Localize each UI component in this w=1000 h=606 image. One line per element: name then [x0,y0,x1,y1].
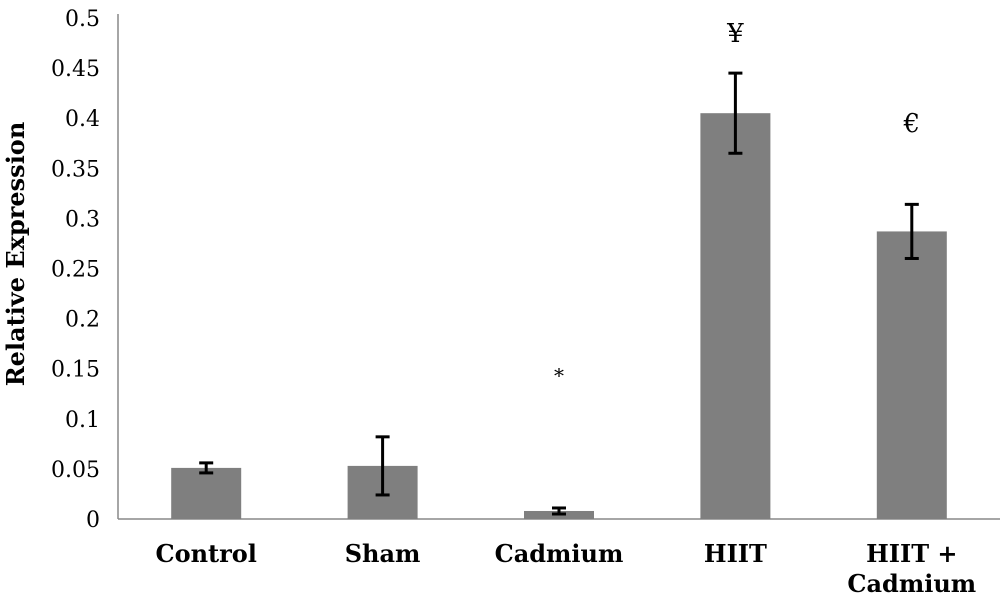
y-tick-label: 0.5 [65,7,100,32]
y-tick-label: 0.4 [65,107,100,132]
significance-marker: ¥ [726,19,744,49]
bar [171,467,242,519]
y-tick-label: 0.05 [51,458,100,483]
x-tick-label: Cadmium [495,539,624,568]
y-tick-label: 0.25 [51,258,100,283]
x-tick-labels: Control Sham Cadmium HIIT HIIT +Cadmium [155,539,976,598]
x-tick-label: HIIT + [866,539,957,568]
y-tick-label: 0.45 [51,57,100,82]
y-tick-label: 0.1 [65,408,100,433]
x-tick-label: Sham [345,539,421,568]
y-axis-label: Relative Expression [1,122,30,387]
bar [876,231,947,519]
annotations: * ¥ € [554,19,920,388]
y-tick-label: 0.3 [65,207,100,232]
error-bars [199,71,919,516]
x-tick-label: Cadmium [847,569,976,598]
y-tick-label: 0.15 [51,358,100,383]
x-tick-label: Control [155,539,256,568]
axes [117,14,1000,520]
significance-marker: * [554,364,564,388]
bars [171,113,947,519]
significance-marker: € [903,109,921,139]
y-tick-label: 0 [86,508,100,533]
bar [700,113,771,519]
x-tick-label: HIIT [704,539,767,568]
y-tick-label: 0.2 [65,308,100,333]
y-tick-labels: 0 0.05 0.1 0.15 0.2 0.25 0.3 0.35 0.4 0.45 0.5 [51,7,100,533]
y-tick-label: 0.35 [51,157,100,182]
